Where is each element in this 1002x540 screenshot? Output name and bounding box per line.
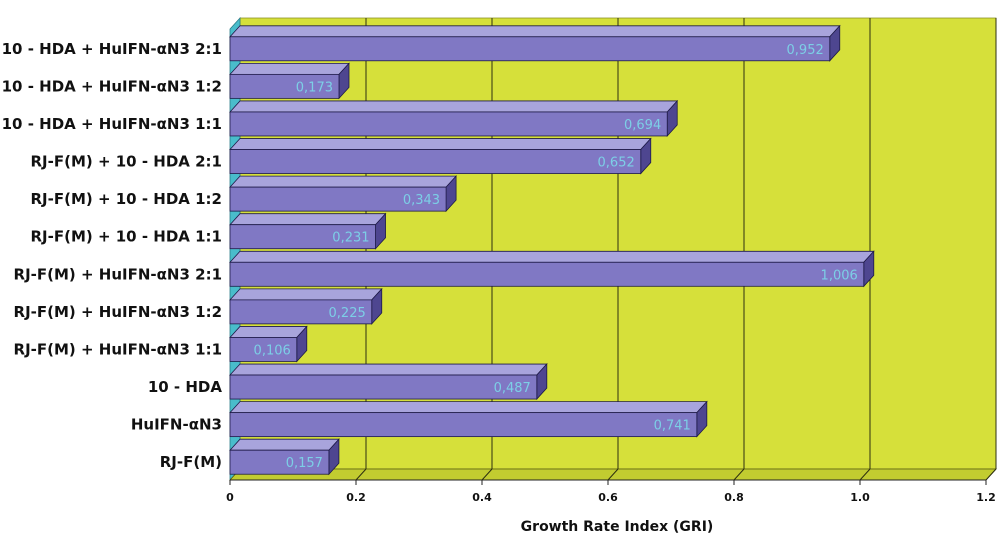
bar-top (229, 288, 383, 301)
bar-top (229, 175, 457, 188)
data-label: 0,343 (403, 193, 440, 208)
bar (229, 299, 373, 325)
bar (229, 36, 831, 62)
data-label: 0,952 (787, 43, 824, 58)
bar (229, 224, 376, 250)
bar-top (229, 401, 708, 414)
category-label: 10 - HDA + HuIFN-αN3 2:1 (2, 40, 222, 58)
x-tick-labels: 0 0.2 0.4 0.6 0.8 1.0 1.2 (226, 480, 996, 504)
bar (229, 111, 668, 137)
x-tick-label: 0.8 (724, 491, 744, 504)
data-label: 1,006 (821, 268, 858, 283)
category-label: 10 - HDA + HuIFN-αN3 1:1 (2, 115, 222, 133)
data-label: 0,487 (494, 381, 531, 396)
bar-top (229, 138, 652, 150)
x-tick-label: 0.4 (472, 491, 492, 504)
bar (229, 186, 447, 212)
category-label: RJ-F(M) + 10 - HDA 1:2 (30, 190, 222, 208)
x-tick-label: 0.6 (598, 491, 618, 504)
category-label: RJ-F(M) + HuIFN-αN3 1:2 (14, 303, 222, 321)
bar (229, 374, 538, 400)
data-label: 0,652 (598, 156, 635, 171)
category-labels: 10 - HDA + HuIFN-αN3 2:1 10 - HDA + HuIFN… (2, 40, 223, 471)
bar-top (229, 62, 350, 75)
gridline-floor (355, 468, 367, 481)
x-tick-label: 1.2 (976, 491, 996, 504)
category-label: HuIFN-αN3 (131, 416, 222, 434)
data-label: 0,225 (329, 306, 366, 321)
data-label: 0,694 (624, 118, 661, 133)
bar (229, 337, 298, 362)
x-axis-title: Growth Rate Index (GRI) (521, 519, 714, 535)
bar-top (229, 250, 875, 263)
bar-top (229, 100, 679, 113)
bar-top (229, 213, 387, 226)
bar (229, 261, 865, 287)
data-label: 0,173 (296, 80, 333, 95)
category-label: RJ-F(M) + HuIFN-αN3 2:1 (14, 265, 222, 283)
bar (229, 149, 642, 174)
data-label: 0,231 (332, 231, 369, 246)
category-label: RJ-F(M) (160, 453, 222, 471)
x-tick-label: 0.2 (346, 491, 366, 504)
bar-top (229, 438, 340, 451)
bar-top (229, 363, 548, 376)
category-label: 10 - HDA + HuIFN-αN3 1:2 (2, 77, 222, 95)
category-label: RJ-F(M) + 10 - HDA 1:1 (30, 228, 222, 246)
bar (229, 73, 340, 99)
gridline-floor (481, 468, 493, 481)
gridline-floor (733, 468, 745, 481)
gridline-floor (985, 468, 997, 481)
x-tick-label: 0 (226, 491, 234, 504)
bars (229, 24, 875, 476)
x-tick-label: 1.0 (850, 491, 870, 504)
category-label: RJ-F(M) + HuIFN-αN3 1:1 (14, 340, 222, 358)
category-label: 10 - HDA (148, 378, 223, 396)
data-label: 0,106 (254, 343, 291, 358)
data-label: 0,741 (654, 419, 691, 434)
data-label: 0,157 (286, 456, 323, 471)
bar (229, 412, 698, 438)
bar-top (229, 326, 308, 338)
gridline-floor (859, 468, 871, 481)
category-label: RJ-F(M) + 10 - HDA 2:1 (30, 153, 222, 171)
bar (229, 449, 330, 475)
data-labels: 0,952 0,173 0,694 0,652 0,343 0,231 1,006 0,225… (254, 43, 858, 471)
bar-top (229, 25, 841, 38)
gridline-floor (607, 468, 619, 481)
